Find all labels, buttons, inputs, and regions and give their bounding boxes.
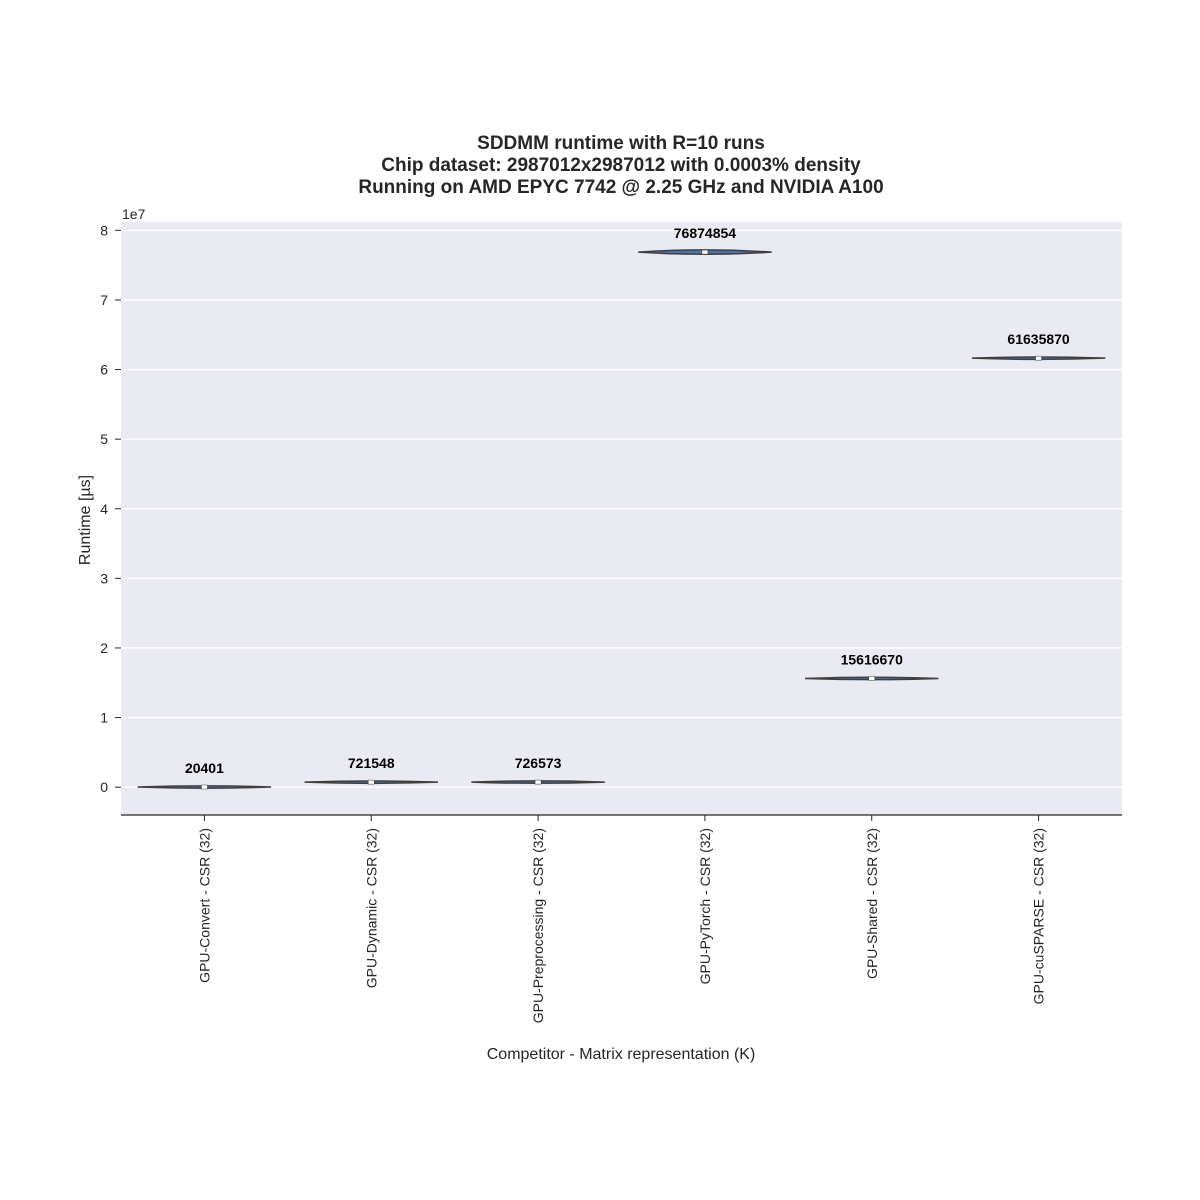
chart-title: SDDMM runtime with R=10 runs Chip datase… (358, 133, 883, 198)
title-line-1: SDDMM runtime with R=10 runs (477, 133, 765, 154)
value-label: 726573 (515, 755, 562, 771)
violin (471, 779, 605, 785)
y-axis-ticks: 0 1 2 3 4 5 6 7 8 (100, 222, 121, 795)
y-tick-label: 6 (100, 362, 108, 378)
violin-median-marker (868, 676, 875, 681)
plot-area (121, 222, 1122, 815)
y-tick-label: 1 (100, 710, 108, 726)
y-tick-label: 7 (100, 292, 108, 308)
y-tick-label: 3 (100, 570, 108, 586)
y-tick-label: 2 (100, 640, 108, 656)
x-tick-label: GPU-Dynamic - CSR (32) (363, 828, 379, 988)
y-tick-label: 5 (100, 431, 108, 447)
y-tick-label: 4 (100, 501, 108, 517)
violin (304, 779, 439, 785)
violin (638, 249, 772, 256)
value-label: 76874854 (674, 225, 737, 241)
value-labels: 20401 721548 726573 76874854 15616670 6163587… (185, 225, 1070, 776)
x-tick-label: GPU-cuSPARSE - CSR (32) (1031, 828, 1047, 1004)
title-line-2: Chip dataset: 2987012x2987012 with 0.000… (381, 155, 861, 176)
x-tick-label: GPU-PyTorch - CSR (32) (697, 828, 713, 984)
violin-median-marker (368, 779, 375, 785)
value-label: 721548 (348, 755, 395, 771)
y-offset-label: 1e7 (122, 206, 146, 222)
violin (971, 355, 1106, 361)
x-axis-label: Competitor - Matrix representation (K) (487, 1046, 756, 1063)
violin-median-marker (701, 249, 709, 255)
violin-median-marker (1035, 355, 1042, 361)
y-tick-label: 0 (100, 779, 108, 795)
violin (804, 676, 939, 681)
value-label: 20401 (185, 760, 224, 776)
value-label: 15616670 (841, 651, 904, 667)
title-line-3: Running on AMD EPYC 7742 @ 2.25 GHz and … (358, 177, 883, 198)
violin-median-marker (534, 779, 542, 785)
y-axis-label: Runtime [µs] (77, 475, 94, 565)
grid-lines (121, 229, 1122, 788)
x-axis-ticks: GPU-Convert - CSR (32) GPU-Dynamic - CSR … (196, 815, 1047, 1023)
value-label: 61635870 (1007, 331, 1070, 347)
x-tick-label: GPU-Preprocessing - CSR (32) (530, 828, 546, 1023)
x-tick-label: GPU-Convert - CSR (32) (196, 828, 212, 983)
violin (137, 784, 272, 790)
violins (137, 249, 1106, 790)
x-tick-label: GPU-Shared - CSR (32) (864, 828, 880, 979)
y-tick-label: 8 (100, 222, 108, 238)
violin-median-marker (201, 784, 208, 790)
